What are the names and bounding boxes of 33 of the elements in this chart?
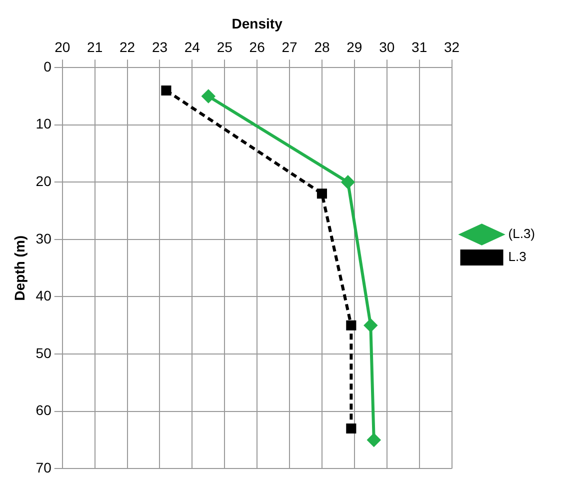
x-tick-label: 25	[216, 39, 233, 56]
legend-label: (L.3)	[508, 226, 536, 242]
point	[341, 176, 354, 189]
x-tick-label: 24	[184, 39, 200, 56]
point	[346, 423, 356, 434]
y-tick-label: 60	[36, 402, 52, 418]
legend-label: L.3	[508, 249, 526, 264]
point	[202, 90, 215, 103]
x-tick-label: 20	[54, 39, 70, 56]
y-axis-title: Depth (m)	[11, 235, 28, 301]
x-tick-label: 21	[87, 39, 103, 56]
x-tick-label: 28	[314, 39, 330, 56]
y-tick-label: 0	[44, 58, 52, 74]
y-tick-label: 10	[36, 116, 52, 132]
point	[364, 318, 378, 332]
x-tick-label: 23	[152, 39, 168, 56]
x-tick-label: 22	[119, 39, 136, 56]
x-tick-label: 30	[379, 39, 395, 56]
y-tick-label: 50	[36, 344, 52, 361]
x-tick-label: 29	[346, 39, 362, 56]
x-axis-title: Density	[232, 15, 283, 32]
point	[161, 85, 172, 96]
y-tick-label: 40	[36, 288, 52, 304]
point	[346, 320, 356, 330]
y-tick-label: 20	[36, 173, 52, 190]
y-tick-label: 70	[36, 459, 52, 476]
point	[367, 433, 380, 446]
point	[316, 188, 328, 199]
x-tick-label: 26	[249, 39, 266, 56]
x-tick-label: 27	[282, 39, 298, 56]
x-tick-label: 32	[444, 39, 460, 56]
y-tick-label: 30	[36, 230, 52, 246]
x-tick-label: 31	[412, 39, 428, 56]
